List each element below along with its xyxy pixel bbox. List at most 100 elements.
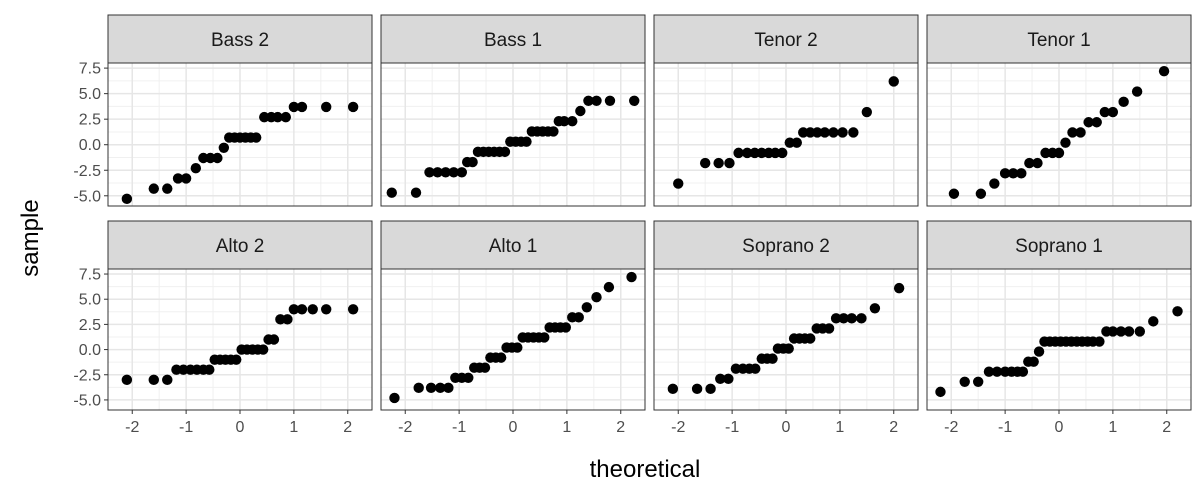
data-point — [713, 157, 724, 169]
data-point — [838, 313, 849, 324]
data-point — [856, 313, 867, 324]
data-point — [673, 178, 684, 189]
data-point — [321, 304, 332, 315]
data-point — [723, 373, 734, 384]
data-point — [819, 127, 830, 138]
data-point — [386, 187, 397, 198]
data-point — [989, 178, 1000, 189]
data-point — [539, 332, 550, 343]
data-point — [280, 111, 291, 123]
data-point — [1083, 117, 1094, 128]
x-tick-label: 2 — [1162, 419, 1171, 436]
data-point — [1033, 346, 1045, 357]
strip-background — [926, 220, 1192, 270]
data-point — [321, 101, 332, 113]
data-point — [448, 167, 459, 178]
data-point — [567, 116, 578, 127]
data-point — [425, 382, 437, 394]
data-point — [1107, 106, 1119, 118]
strip-label: Alto 1 — [489, 236, 538, 257]
data-point — [180, 173, 192, 184]
data-point — [1134, 326, 1146, 337]
panel-border — [653, 62, 919, 207]
data-point — [467, 156, 478, 168]
facet-panel: Alto 2 7.5 5.0 2.5 0.0 -2.5 -5.0 -2 -1 0 1 2 — [73, 220, 373, 436]
data-point — [972, 376, 984, 387]
data-point — [869, 303, 881, 314]
data-point — [583, 95, 594, 106]
x-tick-label: -2 — [671, 419, 685, 436]
data-point — [250, 132, 262, 143]
data-point — [1107, 326, 1119, 337]
data-point — [1075, 127, 1086, 138]
x-tick-label: 0 — [1055, 419, 1064, 436]
data-point — [424, 167, 435, 178]
x-tick-label: 1 — [835, 419, 844, 436]
data-point — [1017, 366, 1029, 377]
x-tick-label: 0 — [236, 419, 245, 436]
facet-panel: Bass 1 — [380, 14, 646, 207]
x-tick-label: -2 — [944, 419, 958, 436]
data-point — [830, 313, 842, 324]
panel-border — [926, 62, 1192, 207]
y-tick-label: 0.0 — [79, 342, 101, 359]
data-point — [699, 157, 711, 169]
data-point — [828, 127, 839, 138]
strip-background — [380, 14, 646, 64]
data-point — [521, 136, 532, 147]
strip-label: Soprano 2 — [742, 236, 830, 257]
data-point — [148, 374, 159, 385]
data-point — [1118, 96, 1129, 108]
y-tick-label: -2.5 — [73, 367, 101, 384]
y-tick-label: 5.0 — [79, 292, 101, 309]
data-point — [691, 383, 703, 395]
data-point — [296, 304, 308, 315]
data-point — [1008, 168, 1019, 179]
data-point — [935, 386, 946, 398]
data-point — [861, 106, 873, 118]
x-tick-label: 1 — [1108, 419, 1117, 436]
data-point — [190, 163, 202, 174]
data-point — [581, 302, 593, 313]
data-point — [288, 101, 300, 113]
strip-label: Alto 2 — [216, 236, 265, 257]
facet-panel: Bass 2 7.5 5.0 2.5 0.0 -2.5 -5.0 — [73, 14, 373, 207]
x-tick-label: 2 — [343, 419, 352, 436]
data-point — [272, 111, 283, 123]
data-point — [959, 376, 970, 387]
data-point — [212, 152, 223, 164]
data-point — [121, 193, 133, 205]
data-point — [512, 342, 523, 353]
data-point — [733, 147, 744, 159]
x-tick-label: -1 — [725, 419, 739, 436]
x-tick-label: 1 — [562, 419, 571, 436]
data-point — [575, 105, 586, 117]
data-point — [1091, 117, 1102, 128]
data-point — [389, 392, 400, 404]
y-tick-label: 7.5 — [79, 267, 101, 284]
y-tick-label: -5.0 — [73, 188, 101, 205]
data-point — [495, 352, 507, 363]
y-axis-title: sample — [17, 199, 44, 276]
data-point — [456, 167, 468, 178]
data-point — [1094, 336, 1105, 347]
data-point — [231, 354, 242, 365]
data-point — [410, 187, 422, 198]
data-point — [413, 382, 424, 394]
data-point — [440, 167, 451, 178]
x-tick-label: -2 — [125, 419, 139, 436]
panel-border — [380, 62, 646, 207]
strip-background — [926, 14, 1192, 64]
data-point — [603, 281, 615, 293]
facet-panel: Tenor 1 — [926, 14, 1192, 207]
data-point — [805, 333, 816, 344]
x-tick-label: -1 — [452, 419, 466, 436]
x-tick-label: 2 — [889, 419, 898, 436]
data-point — [975, 188, 987, 199]
data-point — [443, 382, 454, 394]
data-point — [121, 374, 133, 385]
data-point — [1099, 106, 1110, 118]
facet-panel: Soprano 1 -2 -1 0 1 2 — [926, 220, 1192, 436]
strip-background — [107, 220, 373, 270]
data-point — [724, 157, 735, 169]
